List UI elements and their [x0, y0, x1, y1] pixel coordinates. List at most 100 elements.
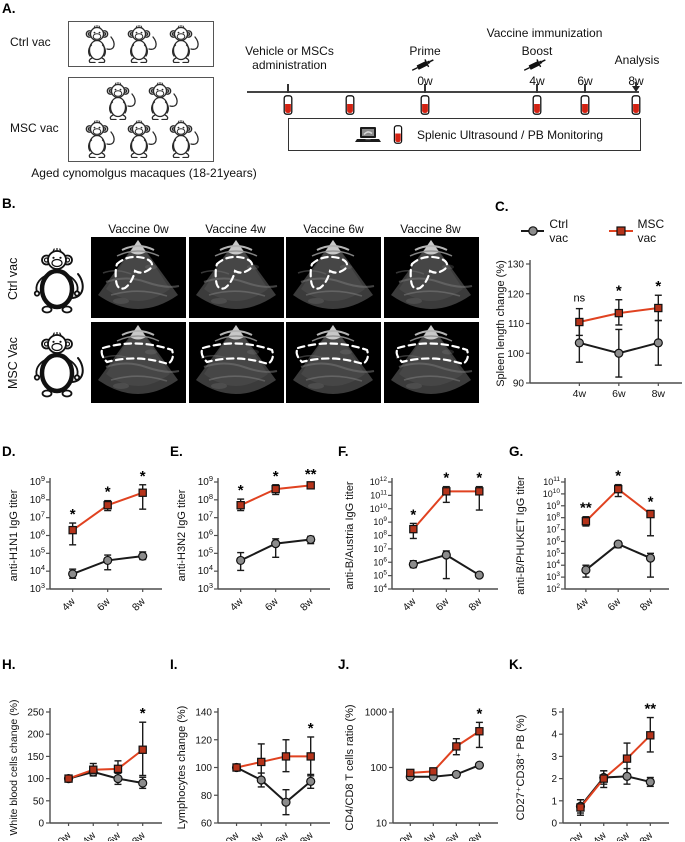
- us-col-header-3: Vaccine 8w: [400, 222, 461, 236]
- svg-text:106: 106: [546, 535, 560, 546]
- us-row-label-msc: MSC Vac: [6, 337, 20, 389]
- y-axis-label: anti-B/PHUKET IgG titer: [515, 476, 527, 595]
- msc-vac-monkeys: [78, 81, 204, 158]
- ctrl-vac-group-box: [68, 21, 214, 67]
- significance-annotation: *: [443, 470, 449, 487]
- svg-text:105: 105: [546, 547, 560, 558]
- svg-text:80: 80: [201, 791, 213, 802]
- svg-text:1011: 1011: [543, 476, 560, 487]
- series-line-ctrl: [236, 766, 312, 804]
- vaccine-immunization-label: Vaccine immunization: [486, 26, 603, 40]
- svg-text:1011: 1011: [370, 489, 387, 500]
- series-markers-ctrl: [236, 534, 316, 566]
- y-axis-label: White blood cells change (%): [8, 700, 20, 836]
- ultrasound-image: [91, 237, 186, 318]
- timeline-tick: [287, 84, 289, 93]
- significance-annotation: *: [410, 506, 416, 523]
- series-markers-msc: [576, 731, 655, 812]
- monkey-row: [78, 81, 204, 120]
- cd4-cd8-ratio-chart: 10 100 1000 0w 4w 6w 8w * CD4/CD8 T cells ratio …: [344, 704, 498, 841]
- panel-letter-c: C.: [495, 199, 509, 214]
- svg-text:4w: 4w: [248, 829, 266, 841]
- ultrasound-image: [286, 237, 381, 318]
- us-col-header-2: Vaccine 6w: [303, 222, 364, 236]
- svg-text:8w: 8w: [637, 829, 655, 841]
- panel-letter-k: K.: [509, 657, 523, 672]
- lymphocytes-change-chart: 60 80 100 120 140 0w 4w 6w 8w * Lymphocytes change…: [176, 706, 330, 841]
- svg-text:103: 103: [198, 581, 213, 595]
- anti-b-austria-chart: 104 105 106 107 108 109 1010 1011 1012 4w 6w 8w * * * a…: [344, 470, 498, 614]
- svg-text:140: 140: [195, 708, 212, 719]
- svg-text:104: 104: [546, 559, 560, 570]
- svg-text:8w: 8w: [298, 829, 316, 841]
- svg-text:105: 105: [30, 545, 45, 559]
- monkey-row: [78, 119, 204, 158]
- svg-text:6w: 6w: [433, 595, 451, 613]
- svg-text:100: 100: [370, 763, 387, 774]
- svg-text:8w: 8w: [466, 595, 484, 613]
- svg-text:108: 108: [30, 492, 45, 506]
- svg-text:107: 107: [373, 543, 387, 554]
- series-line-msc: [236, 755, 311, 769]
- week6-label: 6w: [577, 74, 593, 88]
- significance-annotation: **: [580, 500, 592, 517]
- significance-annotation: **: [305, 466, 317, 483]
- series-line-msc: [410, 730, 480, 774]
- significance-annotation: *: [70, 506, 76, 523]
- us-row-label-ctrl: Ctrl vac: [6, 257, 20, 301]
- svg-text:6w: 6w: [273, 829, 291, 841]
- ultrasound-image: [188, 321, 284, 403]
- panel-letter-g: G.: [509, 444, 524, 459]
- spleen-length-chart: 90 100 110 120 130 4w 6w 8w ns * * Spleen length ch…: [495, 260, 682, 400]
- series-markers-ctrl: [408, 550, 484, 580]
- svg-text:4w: 4w: [80, 829, 98, 841]
- svg-text:4w: 4w: [228, 595, 246, 613]
- monitoring-box: Splenic Ultrasound / PB Monitoring: [288, 118, 641, 151]
- svg-text:50: 50: [33, 796, 45, 807]
- series-markers-msc: [581, 484, 655, 526]
- blood-tube-icon: [532, 95, 542, 115]
- svg-text:1: 1: [551, 796, 557, 807]
- monkey-icon: [148, 81, 178, 120]
- cd27-cd38-pb-chart: 0 1 2 3 4 5 0w 4w 6w 8w ** CD27⁺CD38⁺ PB (%): [515, 701, 669, 841]
- significance-annotation: *: [476, 470, 482, 487]
- svg-text:0w: 0w: [397, 829, 415, 841]
- svg-text:106: 106: [198, 528, 213, 542]
- analysis-arrow-icon: [632, 86, 640, 92]
- panel-letter-e: E.: [170, 444, 183, 459]
- svg-text:4w: 4w: [573, 388, 587, 400]
- svg-text:4w: 4w: [400, 595, 418, 613]
- svg-text:6w: 6w: [605, 595, 623, 613]
- svg-text:1012: 1012: [370, 476, 388, 487]
- monkey-row: [78, 25, 204, 63]
- legend-item-msc: MSC vac: [609, 217, 685, 245]
- panel-letter-h: H.: [2, 657, 16, 672]
- legend-label-msc: MSC vac: [637, 217, 665, 245]
- svg-text:4w: 4w: [573, 595, 591, 613]
- svg-text:105: 105: [373, 570, 387, 581]
- svg-text:200: 200: [27, 730, 44, 741]
- significance-annotation: *: [655, 278, 661, 295]
- svg-text:8w: 8w: [652, 388, 666, 400]
- significance-annotation: *: [648, 494, 654, 511]
- series-markers-ctrl: [574, 338, 663, 358]
- significance-annotation: *: [140, 705, 146, 722]
- chart-legend: Ctrl vac MSC vac: [521, 217, 685, 245]
- monkey-icon: [127, 25, 157, 63]
- svg-text:109: 109: [30, 474, 45, 488]
- series-markers-msc: [406, 727, 484, 778]
- error-bars-msc: [65, 721, 147, 781]
- series-line-ctrl: [410, 764, 480, 778]
- svg-text:8w: 8w: [130, 829, 148, 841]
- svg-text:107: 107: [546, 524, 560, 535]
- legend-label-ctrl: Ctrl vac: [549, 217, 569, 245]
- svg-text:4w: 4w: [60, 595, 78, 613]
- week8-label: 8w: [628, 74, 644, 88]
- svg-text:8w: 8w: [638, 595, 656, 613]
- svg-text:1010: 1010: [370, 503, 388, 514]
- monitoring-label: Splenic Ultrasound / PB Monitoring: [417, 127, 604, 142]
- ultrasound-image: [383, 237, 479, 318]
- series-markers-msc: [68, 488, 147, 535]
- timeline-tick: [536, 84, 538, 93]
